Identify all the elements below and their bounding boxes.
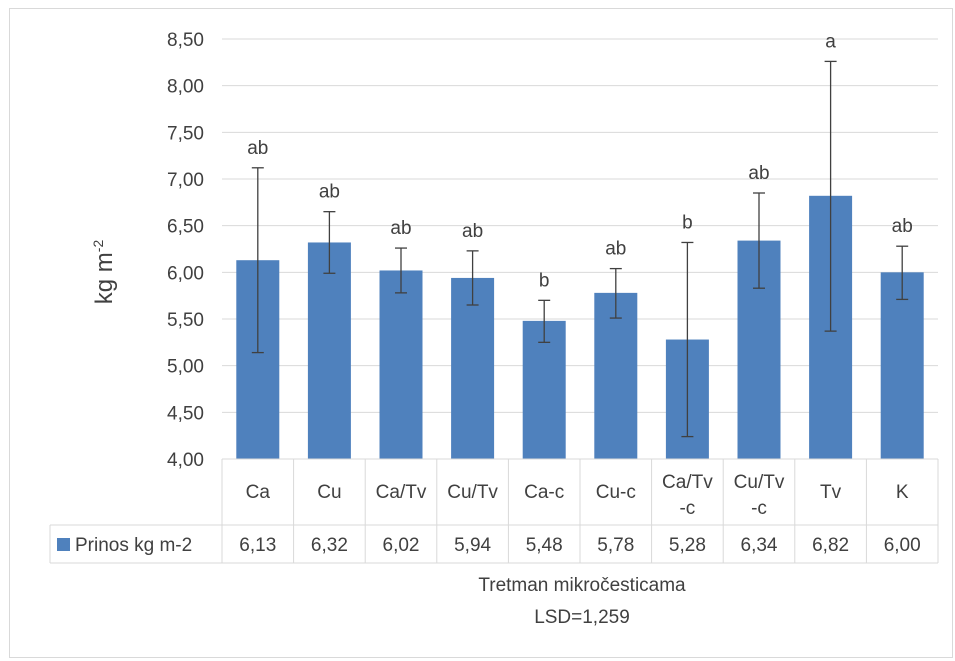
table-value: 6,82 xyxy=(812,535,849,556)
category-label: Ca-c xyxy=(524,482,564,503)
table-value: 6,34 xyxy=(741,535,778,556)
y-tick-label: 6,50 xyxy=(167,217,204,238)
bar xyxy=(307,242,351,459)
significance-label: ab xyxy=(748,163,769,184)
y-tick-label: 7,00 xyxy=(167,170,204,191)
table-value: 6,32 xyxy=(311,535,348,556)
data-table: Ca Cu Ca/Tv Cu/Tv Ca-c Cu-c Ca/Tv -c Cu/Tv -c Tv K P… xyxy=(49,458,939,564)
category-label: Tv xyxy=(820,482,842,503)
chart-frame xyxy=(9,8,953,658)
error-bars xyxy=(251,60,909,438)
legend-swatch xyxy=(57,538,70,551)
bar xyxy=(451,277,495,459)
x-axis-title: Tretman mikročesticama xyxy=(478,575,686,596)
bar xyxy=(522,320,566,459)
x-axis-note: LSD=1,259 xyxy=(534,607,630,628)
y-tick-label: 4,00 xyxy=(167,450,204,471)
significance-label: ab xyxy=(892,216,913,237)
category-label: Ca/Tv xyxy=(376,482,427,503)
significance-label: b xyxy=(539,270,550,291)
y-tick-label: 8,00 xyxy=(167,77,204,98)
significance-label: a xyxy=(825,31,836,52)
category-label: Ca xyxy=(246,482,271,503)
y-tick-label: 7,50 xyxy=(167,123,204,144)
significance-label: ab xyxy=(605,239,626,260)
table-value: 6,00 xyxy=(884,535,921,556)
y-tick-label: 5,00 xyxy=(167,357,204,378)
y-tick-label: 6,00 xyxy=(167,263,204,284)
significance-labels: ab ab ab ab b ab b ab a ab xyxy=(247,31,913,291)
significance-label: b xyxy=(682,212,693,233)
significance-label: ab xyxy=(319,182,340,203)
category-label: Ca/Tv -c xyxy=(662,472,713,519)
y-axis-title: kg m-2 xyxy=(90,240,118,305)
category-label: Cu-c xyxy=(596,482,636,503)
category-label: Cu/Tv xyxy=(447,482,498,503)
category-label: K xyxy=(896,482,909,503)
table-value: 6,02 xyxy=(383,535,420,556)
significance-label: ab xyxy=(390,218,411,239)
y-axis-ticks: 4,00 4,50 5,00 5,50 6,00 6,50 7,00 7,50 8,00 8,50 xyxy=(167,30,204,471)
bars xyxy=(236,195,924,460)
table-value: 5,78 xyxy=(597,535,634,556)
category-label: Cu/Tv -c xyxy=(734,472,785,519)
y-tick-label: 5,50 xyxy=(167,310,204,331)
bar xyxy=(880,272,924,459)
table-value: 6,13 xyxy=(239,535,276,556)
significance-label: ab xyxy=(247,138,268,159)
category-label: Cu xyxy=(317,482,341,503)
bar xyxy=(379,270,423,459)
table-value: 5,48 xyxy=(526,535,563,556)
table-value: 5,28 xyxy=(669,535,706,556)
y-tick-label: 8,50 xyxy=(167,30,204,51)
y-tick-label: 4,50 xyxy=(167,403,204,424)
legend-series-name: Prinos kg m-2 xyxy=(75,535,192,556)
bar xyxy=(594,292,638,459)
significance-label: ab xyxy=(462,221,483,242)
table-value: 5,94 xyxy=(454,535,491,556)
